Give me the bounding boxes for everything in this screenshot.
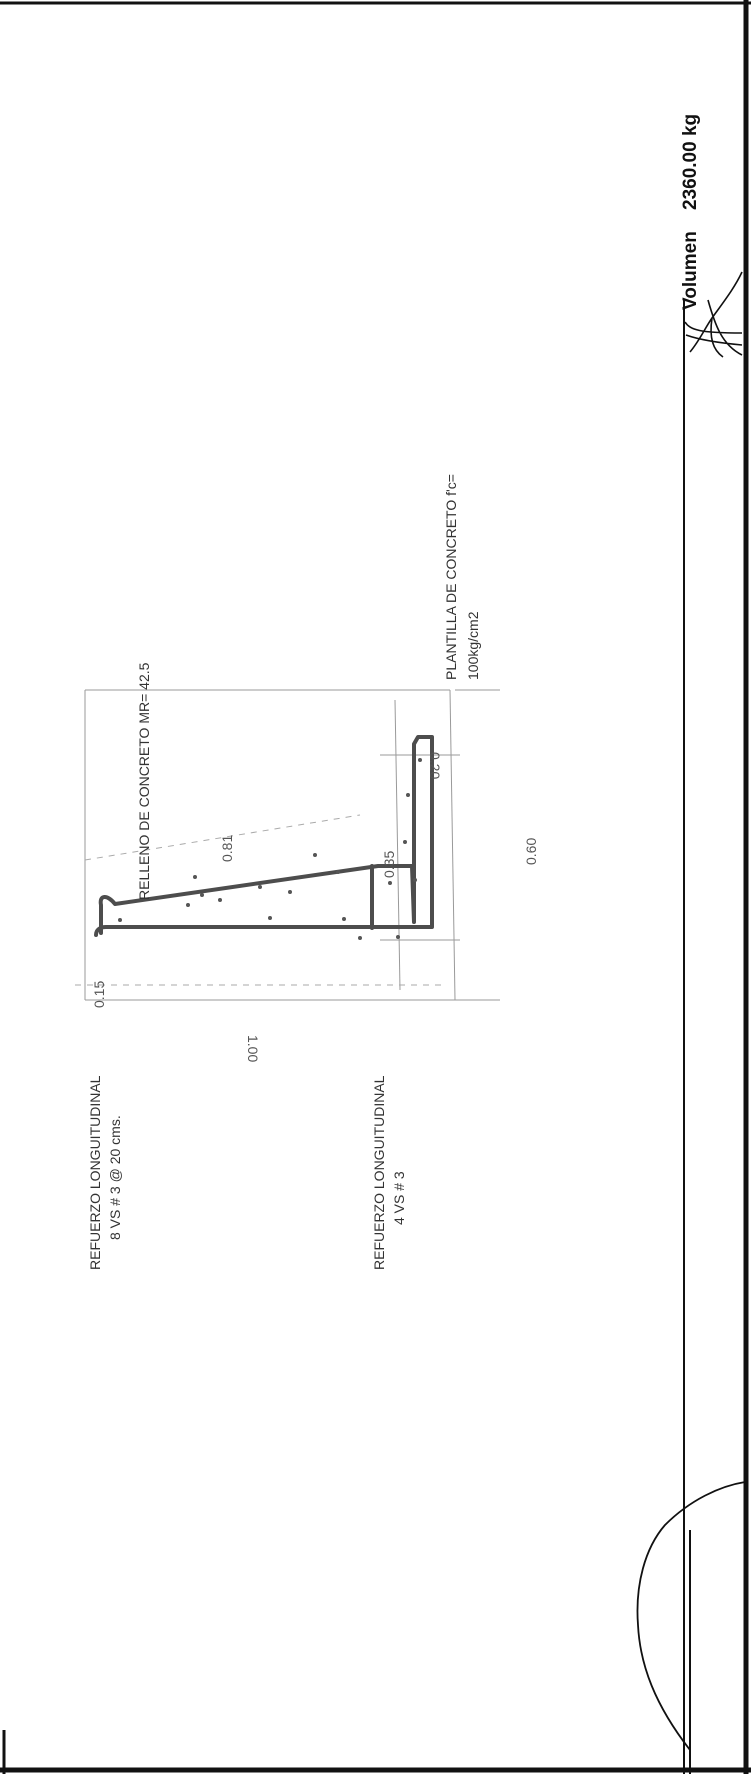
volume-label: Volumen xyxy=(680,231,701,310)
signature-bottom xyxy=(637,1482,745,1750)
weight-value: 2360.00 kg xyxy=(680,114,701,210)
rebar-top-label-line1: REFUERZO LONGUITUDINAL xyxy=(87,1075,103,1270)
rebar-top-label-line2: 8 VS # 3 @ 20 cms. xyxy=(107,1115,123,1240)
dim-060: 0.60 xyxy=(523,838,539,865)
slab-label-line1: PLANTILLA DE CONCRETO f'c= xyxy=(443,474,459,680)
dim-035: 0.35 xyxy=(381,851,397,878)
dim-081: 0.81 xyxy=(219,835,235,862)
rebar-bottom-label-line1: REFUERZO LONGUITUDINAL xyxy=(371,1075,387,1270)
dim-100: 1.00 xyxy=(245,1035,261,1062)
dim-020: 0.20 xyxy=(427,752,443,779)
fill-label: RELLENO DE CONCRETO MR= 42.5 xyxy=(136,662,152,900)
rebar-bottom-label-line2: 4 VS # 3 xyxy=(391,1171,407,1225)
aggregate-dots xyxy=(118,758,422,940)
dim-015: 0.15 xyxy=(91,981,107,1008)
slab-label-line2: 100kg/cm2 xyxy=(465,611,481,680)
